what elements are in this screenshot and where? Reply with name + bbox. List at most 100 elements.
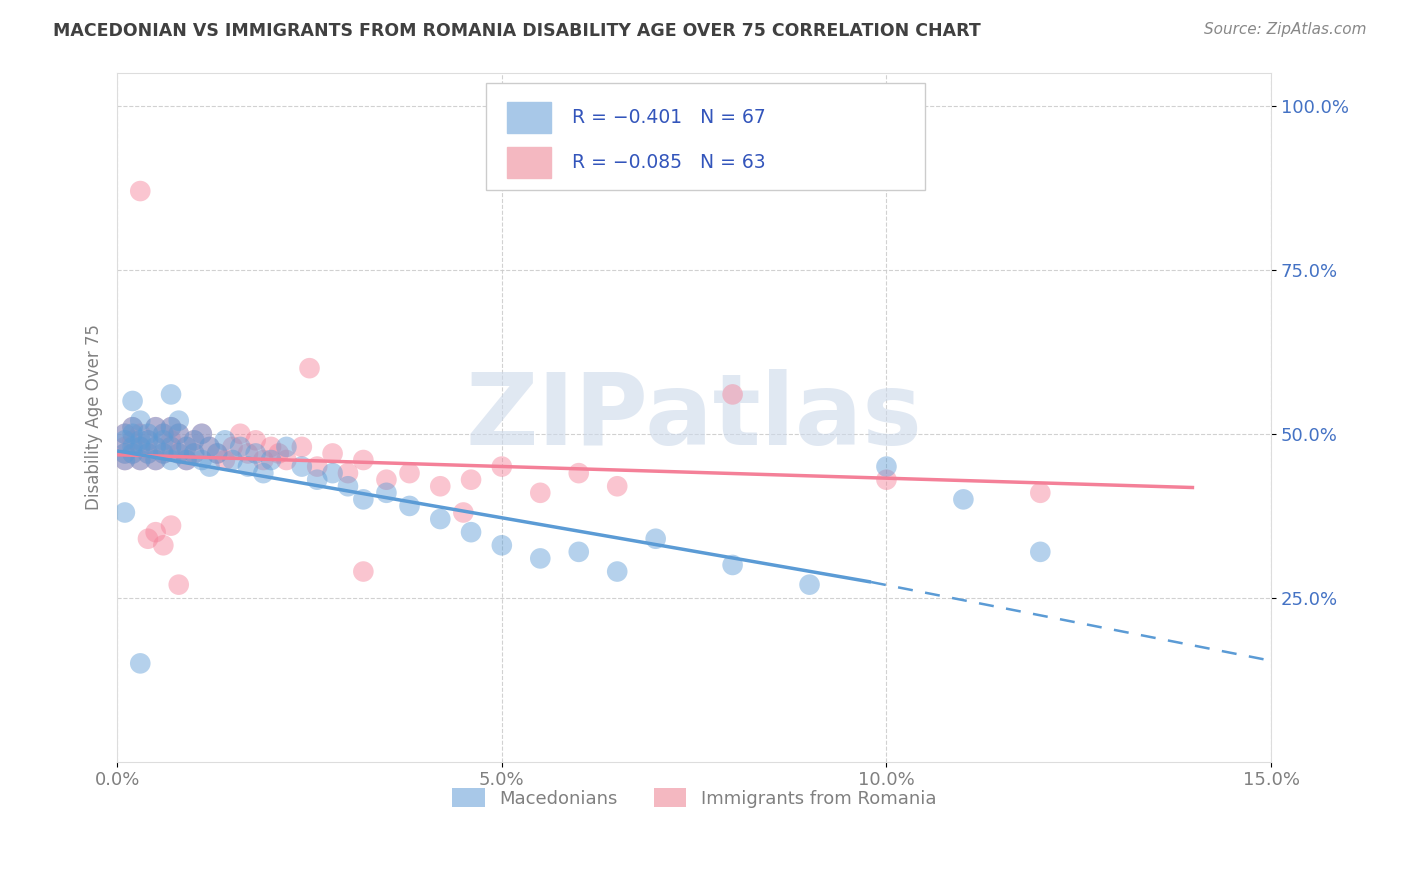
Point: [191, 426, 214, 441]
Point: [176, 440, 198, 454]
FancyBboxPatch shape: [508, 103, 551, 133]
Point: [114, 506, 136, 520]
Point: [129, 426, 152, 441]
Point: [136, 446, 159, 460]
Point: [136, 426, 159, 441]
Point: [160, 453, 183, 467]
FancyBboxPatch shape: [508, 147, 551, 178]
Point: [121, 446, 143, 460]
Point: [183, 434, 205, 448]
Point: [121, 394, 143, 409]
Point: [129, 440, 152, 454]
Point: [375, 485, 398, 500]
Point: [276, 453, 298, 467]
Point: [145, 420, 167, 434]
Point: [352, 453, 374, 467]
Point: [245, 434, 267, 448]
Point: [236, 459, 259, 474]
Point: [160, 420, 183, 434]
Point: [176, 440, 198, 454]
Point: [198, 459, 221, 474]
Point: [291, 459, 314, 474]
Point: [129, 414, 152, 428]
Point: [129, 434, 152, 448]
Point: [236, 446, 259, 460]
Point: [167, 577, 190, 591]
Point: [152, 426, 174, 441]
Point: [152, 446, 174, 460]
Point: [322, 466, 344, 480]
Point: [114, 453, 136, 467]
Point: [291, 440, 314, 454]
Point: [491, 459, 513, 474]
Text: R = −0.401   N = 67: R = −0.401 N = 67: [572, 108, 766, 128]
Point: [460, 525, 482, 540]
Point: [152, 446, 174, 460]
Point: [160, 420, 183, 434]
Point: [167, 426, 190, 441]
Point: [398, 499, 420, 513]
Point: [183, 446, 205, 460]
Y-axis label: Disability Age Over 75: Disability Age Over 75: [86, 325, 103, 510]
Point: [160, 387, 183, 401]
Point: [221, 440, 243, 454]
Point: [167, 414, 190, 428]
Point: [176, 453, 198, 467]
Point: [160, 440, 183, 454]
Point: [453, 506, 475, 520]
Point: [336, 466, 359, 480]
Point: [276, 440, 298, 454]
Point: [398, 466, 420, 480]
Point: [375, 473, 398, 487]
Point: [214, 453, 236, 467]
Point: [260, 453, 283, 467]
Point: [167, 446, 190, 460]
Point: [644, 532, 666, 546]
Point: [114, 453, 136, 467]
Point: [121, 446, 143, 460]
Point: [352, 492, 374, 507]
Point: [160, 518, 183, 533]
Point: [606, 565, 628, 579]
Point: [205, 446, 228, 460]
Point: [721, 387, 744, 401]
Point: [152, 538, 174, 552]
Point: [352, 565, 374, 579]
Point: [952, 492, 974, 507]
Point: [114, 440, 136, 454]
Point: [129, 657, 152, 671]
Point: [114, 446, 136, 460]
Point: [152, 434, 174, 448]
Point: [875, 459, 897, 474]
Point: [129, 453, 152, 467]
Point: [145, 420, 167, 434]
Legend: Macedonians, Immigrants from Romania: Macedonians, Immigrants from Romania: [444, 780, 943, 814]
Point: [121, 420, 143, 434]
Point: [114, 426, 136, 441]
Point: [145, 440, 167, 454]
Point: [229, 426, 252, 441]
Point: [214, 434, 236, 448]
Point: [160, 434, 183, 448]
Point: [267, 446, 290, 460]
Point: [799, 577, 821, 591]
Point: [245, 446, 267, 460]
Text: Source: ZipAtlas.com: Source: ZipAtlas.com: [1204, 22, 1367, 37]
Point: [491, 538, 513, 552]
Point: [568, 466, 591, 480]
Point: [875, 473, 897, 487]
Point: [114, 446, 136, 460]
Point: [191, 426, 214, 441]
Point: [191, 453, 214, 467]
Point: [121, 440, 143, 454]
Point: [198, 440, 221, 454]
Point: [205, 446, 228, 460]
Text: MACEDONIAN VS IMMIGRANTS FROM ROMANIA DISABILITY AGE OVER 75 CORRELATION CHART: MACEDONIAN VS IMMIGRANTS FROM ROMANIA DI…: [53, 22, 981, 40]
Point: [145, 525, 167, 540]
Point: [145, 453, 167, 467]
Text: ZIPatlas: ZIPatlas: [465, 369, 922, 466]
Point: [136, 446, 159, 460]
Point: [152, 426, 174, 441]
Point: [1029, 485, 1052, 500]
Point: [429, 479, 451, 493]
